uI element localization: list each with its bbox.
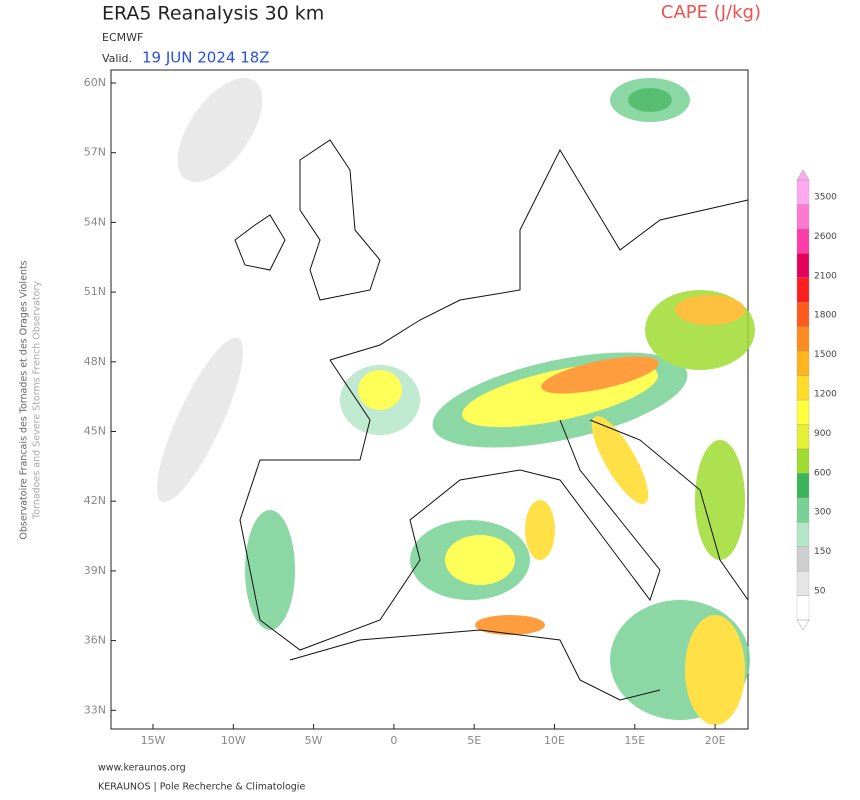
lon-label: 0 [390,734,397,747]
footer-url: www.keraunos.org [98,763,186,774]
colorbar-label: 2600 [814,232,837,242]
colorbar-swatch [796,228,810,254]
lon-label: 5W [305,734,323,747]
colorbar-swatch [796,179,810,205]
field-name: CAPE (J/kg) [661,2,761,23]
lat-label: 45N [84,425,106,438]
lat-label: 39N [84,564,106,577]
lon-label: 5E [467,734,481,747]
cape-shading [157,77,755,725]
colorbar-swatch [796,204,810,230]
lon-label: 15E [624,734,645,747]
valid-time: 19 JUN 2024 18Z [142,49,270,67]
colorbar-label: 150 [814,547,831,557]
colorbar-label: 3500 [814,193,837,203]
colorbar-swatch [796,473,810,498]
lat-label: 54N [84,215,106,228]
lat-labels: 60N 57N 54N 51N 48N 45N 42N 39N 36N 33N [84,76,116,716]
lat-label: 51N [84,285,106,298]
colorbar-swatch [796,350,810,376]
colorbar-swatch [796,497,810,523]
lat-label: 36N [84,634,106,647]
colorbar-label: 50 [814,587,826,597]
lat-label: 57N [84,146,106,159]
colorbar-label: 2100 [814,271,837,281]
lon-label: 20E [705,734,726,747]
title: ERA5 Reanalysis 30 km [102,3,324,25]
colorbar-label: 1500 [814,350,837,360]
lat-label: 33N [84,703,106,716]
colorbar-label: 900 [814,429,831,439]
colorbar-swatch [796,253,810,278]
footer-org: KERAUNOS | Pole Recherche & Climatologie [98,782,305,793]
lon-label: 10E [544,734,565,747]
colorbar-swatch [796,399,810,425]
lat-label: 42N [84,494,106,507]
side-text: Tornadoes and Severe Storms French Obser… [32,281,43,520]
lon-labels: 15W 10W 5W 0 5E 10E 15E 20E [141,724,726,747]
colorbar-swatch [796,302,810,327]
valid-label: Valid. [102,52,132,65]
colorbar-swatch [796,326,810,352]
map [110,69,755,730]
lon-label: 10W [221,734,246,747]
colorbar-swatch [796,277,810,303]
colorbar-label: 600 [814,468,831,478]
model: ECMWF [102,31,143,44]
colorbar: 50 150 300 600 900 1200 1500 1800 2100 2600 3500 [796,169,837,631]
colorbar-arrow [796,619,810,631]
side-text: Observatoire Francais des Tornades et de… [19,260,30,539]
colorbar-swatch [796,546,810,572]
colorbar-label: 1200 [814,390,837,400]
colorbar-swatch [796,375,810,401]
colorbar-swatch [796,570,810,596]
lon-label: 15W [141,734,166,747]
colorbar-label: 1800 [814,311,837,321]
colorbar-swatch [796,448,810,474]
colorbar-label: 300 [814,508,831,518]
colorbar-arrow [796,169,810,181]
colorbar-swatch [796,522,810,547]
lat-label: 48N [84,355,106,368]
coastlines [234,139,749,701]
lat-label: 60N [84,76,106,89]
colorbar-swatch [796,595,810,621]
colorbar-swatch [796,424,810,450]
